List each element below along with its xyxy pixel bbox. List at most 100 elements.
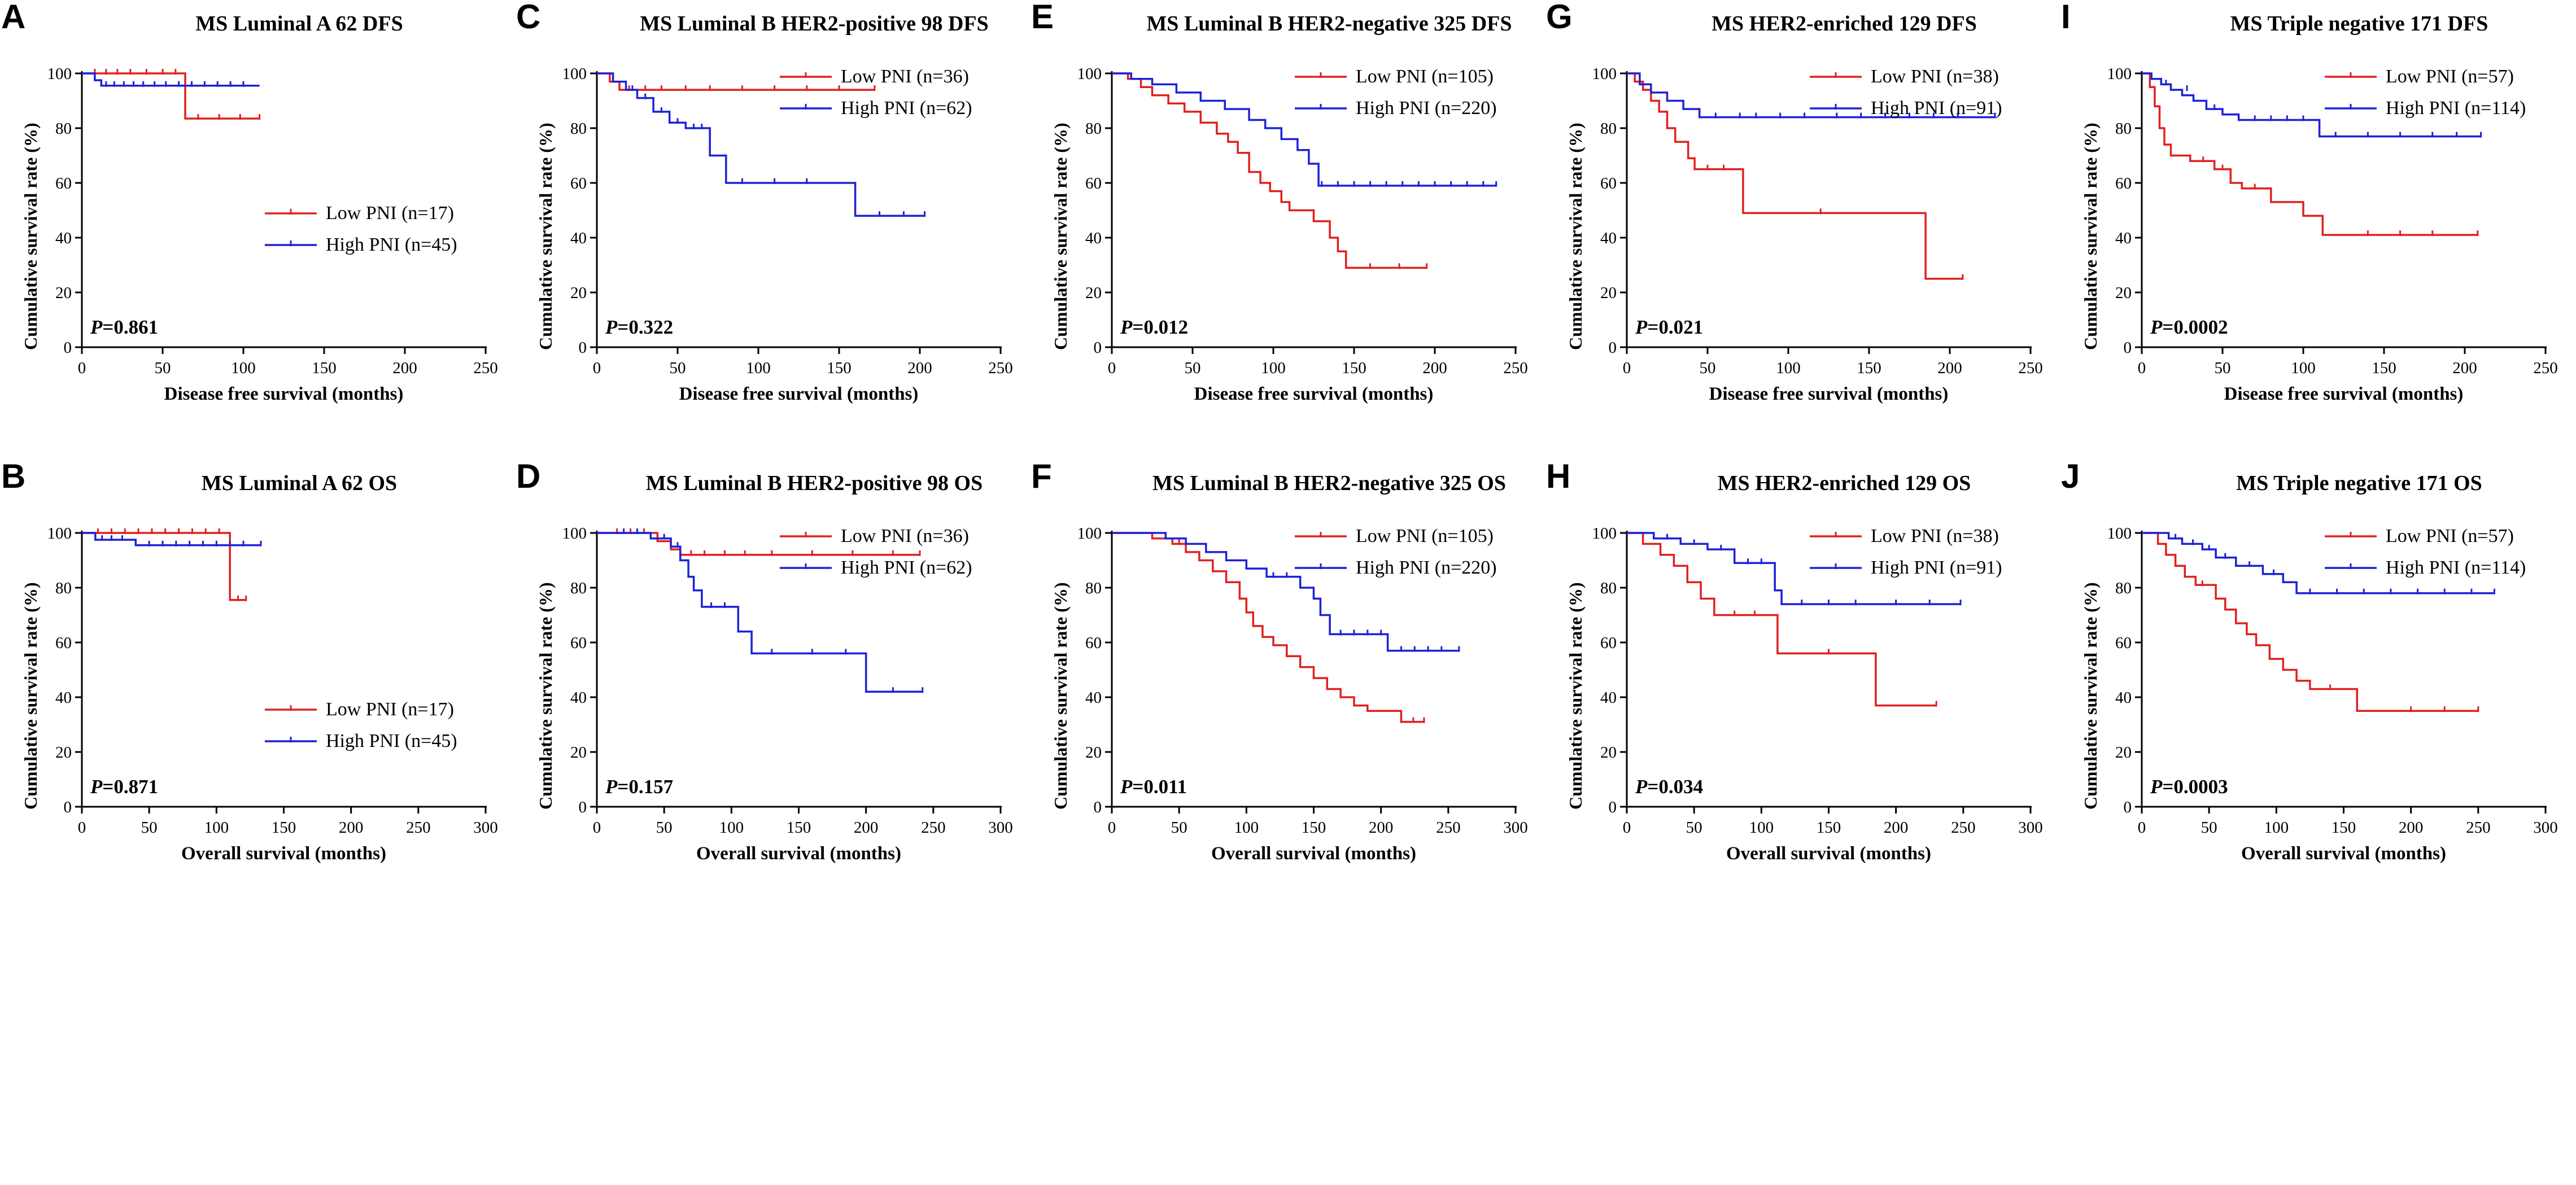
p-symbol: P — [90, 776, 103, 798]
survival-curve-low — [1627, 532, 1937, 707]
x-tick-label: 0 — [1623, 359, 1631, 377]
plot-area: 0 20 40 60 80 100 0 50 100 150 200 250 — [2107, 65, 2558, 377]
legend-swatch-high — [780, 104, 832, 110]
chart-title: MS Luminal A 62 OS — [201, 471, 398, 495]
chart-panel: 0 20 40 60 80 100 0 50 100 150 200 250 E MS Luminal B… — [1030, 0, 1545, 460]
chart-panel: 0 20 40 60 80 100 0 50 100 150 200 250 300 J MS Triple… — [2060, 460, 2575, 919]
legend-swatch-high — [1810, 104, 1862, 110]
legend-label: High PNI (n=91) — [1871, 557, 2002, 578]
p-symbol: P — [605, 776, 618, 798]
x-tick-label: 200 — [854, 819, 879, 837]
y-axis-label: Cumulative survival rate (%) — [20, 123, 41, 350]
x-tick-label: 250 — [473, 359, 498, 377]
y-tick-label: 20 — [1600, 284, 1617, 302]
legend-label: Low PNI (n=38) — [1871, 66, 1999, 87]
p-value-text: =0.871 — [102, 776, 159, 798]
y-tick-label: 60 — [1600, 634, 1617, 652]
y-tick-label: 80 — [1600, 579, 1617, 597]
survival-curve-high — [597, 532, 923, 693]
x-tick-label: 150 — [2332, 819, 2356, 837]
p-value: P=0.011 — [1120, 776, 1187, 798]
p-value: P=0.861 — [90, 316, 158, 339]
chart-title: MS Luminal B HER2-negative 325 DFS — [1146, 12, 1512, 36]
x-tick-label: 300 — [2018, 819, 2043, 837]
x-tick-label: 50 — [2201, 819, 2217, 837]
p-value-text: =0.861 — [102, 316, 159, 338]
y-tick-label: 100 — [562, 524, 587, 543]
y-tick-label: 60 — [1085, 634, 1102, 652]
p-value: P=0.0003 — [2150, 776, 2228, 798]
p-value-text: =0.034 — [1647, 776, 1704, 798]
x-tick-label: 0 — [78, 359, 86, 377]
p-symbol: P — [1635, 776, 1648, 798]
chart-title: MS HER2-enriched 129 OS — [1717, 471, 1971, 495]
legend-label: Low PNI (n=36) — [841, 526, 969, 546]
y-tick-label: 40 — [55, 229, 72, 247]
x-tick-label: 300 — [988, 819, 1013, 837]
legend-label: Low PNI (n=105) — [1356, 66, 1494, 87]
y-tick-label: 20 — [55, 284, 72, 302]
panel-letter: I — [2061, 0, 2071, 36]
y-tick-label: 100 — [47, 65, 72, 83]
p-symbol: P — [1120, 316, 1133, 338]
legend-label: High PNI (n=114) — [2386, 557, 2526, 578]
legend-label: High PNI (n=114) — [2386, 98, 2526, 119]
legend-swatch-high — [1295, 563, 1347, 569]
panel-letter: D — [516, 457, 541, 495]
plot-area: 0 20 40 60 80 100 0 50 100 150 200 250 300 — [1592, 524, 2043, 837]
x-tick-label: 100 — [746, 359, 771, 377]
legend-label: High PNI (n=62) — [841, 557, 972, 578]
legend-swatch-high — [780, 563, 832, 569]
x-tick-label: 0 — [2138, 359, 2146, 377]
plot-area: 0 20 40 60 80 100 0 50 100 150 200 250 — [47, 65, 498, 377]
legend-label: Low PNI (n=38) — [1871, 526, 1999, 546]
y-tick-label: 0 — [64, 798, 72, 816]
legend-swatch-low — [2325, 72, 2377, 78]
legend-swatch-high — [1295, 104, 1347, 110]
y-tick-label: 100 — [562, 65, 587, 83]
y-tick-label: 60 — [55, 174, 72, 193]
x-tick-label: 300 — [1503, 819, 1528, 837]
p-value-text: =0.157 — [617, 776, 674, 798]
chart-title: MS Luminal B HER2-negative 325 OS — [1152, 471, 1506, 495]
x-axis-label: Overall survival (months) — [1211, 843, 1416, 864]
legend-label: Low PNI (n=57) — [2386, 66, 2514, 87]
p-value: P=0.157 — [605, 776, 673, 798]
y-tick-label: 60 — [570, 634, 587, 652]
x-tick-label: 50 — [1185, 359, 1201, 377]
plot-area: 0 20 40 60 80 100 0 50 100 150 200 250 — [1077, 65, 1528, 377]
y-tick-label: 0 — [2124, 798, 2132, 816]
x-axis-label: Disease free survival (months) — [1194, 384, 1434, 404]
x-tick-label: 150 — [1857, 359, 1881, 377]
y-axis-label: Cumulative survival rate (%) — [1565, 123, 1586, 350]
panel-letter: H — [1546, 457, 1571, 495]
p-value: P=0.0002 — [2150, 316, 2228, 339]
plot-area: 0 20 40 60 80 100 0 50 100 150 200 250 300 — [1077, 524, 1528, 837]
legend-swatch-low — [780, 532, 832, 537]
survival-curve-high — [82, 532, 261, 546]
x-tick-label: 50 — [1700, 359, 1716, 377]
x-tick-label: 200 — [1937, 359, 1962, 377]
x-tick-label: 250 — [406, 819, 431, 837]
x-tick-label: 250 — [2466, 819, 2491, 837]
legend-label: High PNI (n=91) — [1871, 98, 2002, 119]
x-tick-label: 150 — [272, 819, 296, 837]
chart-panel: 0 20 40 60 80 100 0 50 100 150 200 250 I MS Triple ne… — [2060, 0, 2575, 460]
p-value-text: =0.011 — [1132, 776, 1187, 798]
survival-curve-high — [597, 72, 925, 217]
legend-label: High PNI (n=45) — [326, 731, 457, 751]
y-tick-label: 80 — [570, 120, 587, 138]
survival-curve-low — [82, 72, 260, 120]
x-axis-label: Overall survival (months) — [181, 843, 386, 864]
y-tick-label: 80 — [1085, 120, 1102, 138]
x-axis-label: Disease free survival (months) — [1709, 384, 1949, 404]
legend-label: High PNI (n=220) — [1356, 557, 1497, 578]
chart-title: MS Luminal A 62 DFS — [195, 12, 403, 36]
legend-swatch-high — [265, 241, 317, 246]
legend-swatch-high — [265, 737, 317, 742]
legend-label: High PNI (n=220) — [1356, 98, 1497, 119]
panel-letter: G — [1546, 0, 1573, 36]
x-tick-label: 250 — [2018, 359, 2043, 377]
y-tick-label: 0 — [2124, 339, 2132, 357]
x-tick-label: 200 — [1369, 819, 1394, 837]
